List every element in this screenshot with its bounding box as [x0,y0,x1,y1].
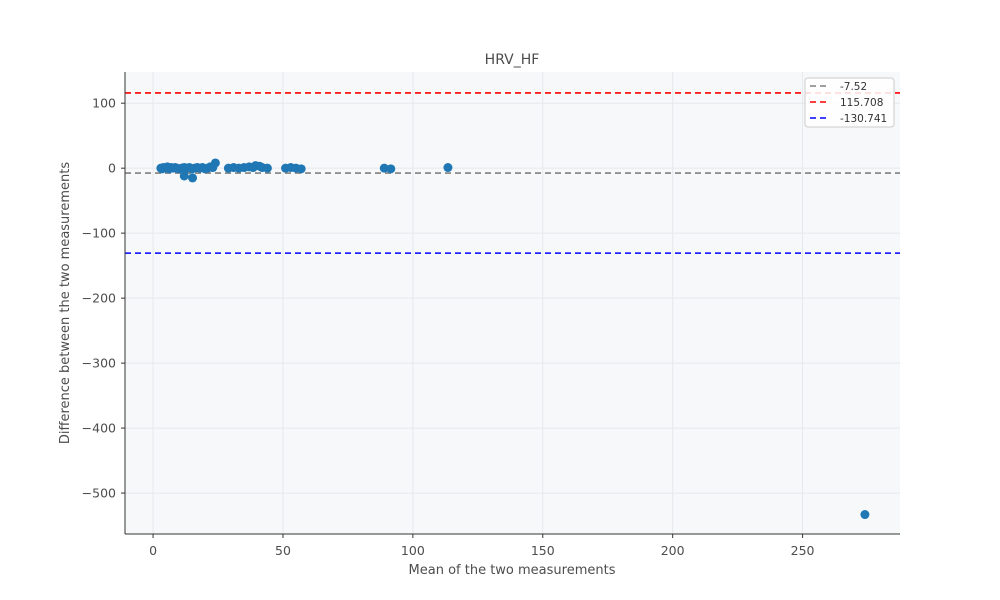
x-tick-label: 0 [149,543,157,558]
y-axis-label: Difference between the two measurements [58,162,73,444]
legend: -7.52 115.708 -130.741 [804,77,895,128]
x-axis-ticks: 0 50 100 150 200 250 [149,534,815,558]
reference-lines [125,92,900,254]
x-tick-label: 150 [531,543,555,558]
plot-background [125,72,900,534]
data-point [386,164,396,174]
y-tick-label: 0 [108,161,116,176]
y-tick-label: −100 [82,226,116,241]
y-tick-label: −500 [82,486,116,501]
data-point [443,163,453,173]
y-tick-label: 100 [92,96,116,111]
x-axis-label: Mean of the two measurements [409,563,616,578]
grid [125,72,900,534]
y-tick-label: −300 [82,356,116,371]
scatter-points [156,158,870,520]
legend-box [804,77,895,128]
y-axis-ticks: 100 0 −100 −200 −300 −400 −500 [82,96,125,501]
y-tick-label: −400 [82,421,116,436]
legend-label: 115.708 [840,97,883,109]
x-tick-label: 200 [661,543,685,558]
data-point [210,158,220,168]
x-tick-label: 100 [401,543,425,558]
data-point [262,163,272,173]
data-point [179,171,189,181]
chart-title: HRV_HF [485,52,540,68]
legend-label: -7.52 [840,81,867,93]
x-tick-label: 50 [275,543,291,558]
y-tick-label: −200 [82,291,116,306]
data-point [188,173,198,183]
data-point [296,164,306,174]
data-point [379,163,389,173]
legend-label: -130.741 [840,113,887,125]
data-point [860,510,870,520]
x-tick-label: 250 [791,543,815,558]
